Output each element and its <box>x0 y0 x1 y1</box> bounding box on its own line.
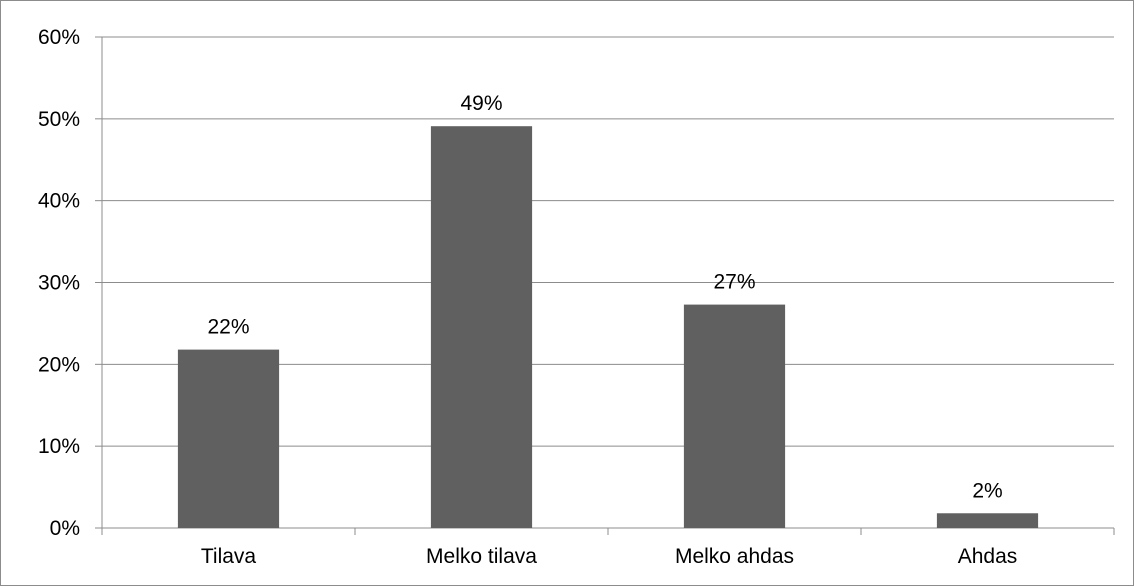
data-label: 2% <box>972 479 1002 502</box>
y-axis-tick-label: 10% <box>38 435 80 458</box>
bar <box>177 349 280 528</box>
bar <box>683 304 786 528</box>
data-labels: 22% 49% 27% 2% <box>207 92 1002 502</box>
y-axis-tick-label: 0% <box>50 517 80 540</box>
data-label: 22% <box>207 316 249 339</box>
x-axis-category-label: Melko ahdas <box>675 545 794 568</box>
data-label: 27% <box>713 271 755 294</box>
bar <box>430 126 533 528</box>
y-axis-tick-label: 40% <box>38 190 80 213</box>
data-label: 49% <box>460 92 502 115</box>
y-axis-tick-labels: 0% 10% 20% 30% 40% 50% 60% <box>38 26 80 540</box>
y-axis-tick-label: 20% <box>38 353 80 376</box>
x-axis-category-label: Tilava <box>201 545 257 568</box>
bars <box>177 126 1039 528</box>
category-labels: Tilava Melko tilava Melko ahdas Ahdas <box>201 545 1017 568</box>
y-axis-tick-label: 30% <box>38 272 80 295</box>
y-axis-tick-label: 60% <box>38 26 80 49</box>
x-axis-category-label: Melko tilava <box>426 545 537 568</box>
x-axis-category-label: Ahdas <box>958 545 1018 568</box>
y-axis-tick-label: 50% <box>38 108 80 131</box>
bar <box>936 513 1039 528</box>
